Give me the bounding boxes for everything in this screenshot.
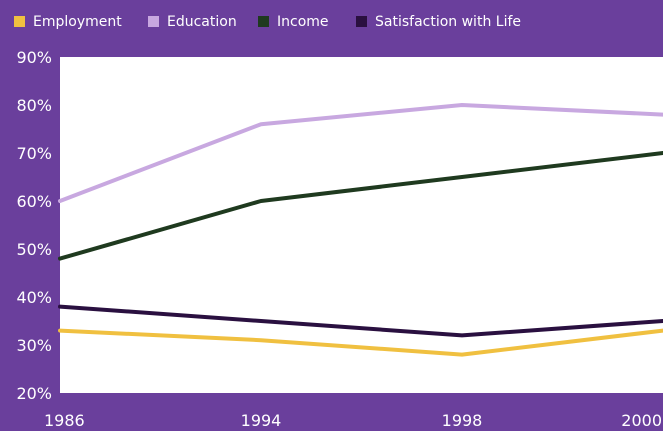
legend-label-1: Education xyxy=(167,14,237,30)
x-tick-label: 1994 xyxy=(241,411,282,430)
legend-swatch-2 xyxy=(258,16,269,27)
series-line-2 xyxy=(58,151,663,261)
y-tick-label: 20% xyxy=(16,384,52,403)
y-tick-label: 70% xyxy=(16,144,52,163)
y-axis-ticks: 90% 80% 70% 60% 50% 40% 30% 20% xyxy=(16,48,52,403)
y-tick-label: 40% xyxy=(16,288,52,307)
x-axis-ticks: 1986 1994 1998 2000 xyxy=(44,411,662,430)
x-tick-label: 2000 xyxy=(621,411,662,430)
series-line-0 xyxy=(58,328,663,357)
y-tick-label: 60% xyxy=(16,192,52,211)
legend-label-3: Satisfaction with Life xyxy=(375,14,521,30)
series-line-1 xyxy=(58,103,663,203)
y-tick-label: 50% xyxy=(16,240,52,259)
legend-swatch-3 xyxy=(356,16,367,27)
legend-swatch-1 xyxy=(148,16,159,27)
legend-label-2: Income xyxy=(277,14,329,30)
x-tick-label: 1998 xyxy=(442,411,483,430)
y-tick-label: 90% xyxy=(16,48,52,67)
legend: Employment Education Income Satisfaction wi… xyxy=(14,14,521,30)
y-tick-label: 80% xyxy=(16,96,52,115)
series-line-3 xyxy=(58,304,663,338)
x-tick-label: 1986 xyxy=(44,411,85,430)
y-tick-label: 30% xyxy=(16,336,52,355)
legend-label-0: Employment xyxy=(33,14,122,30)
series-lines xyxy=(58,103,663,357)
legend-swatch-0 xyxy=(14,16,25,27)
